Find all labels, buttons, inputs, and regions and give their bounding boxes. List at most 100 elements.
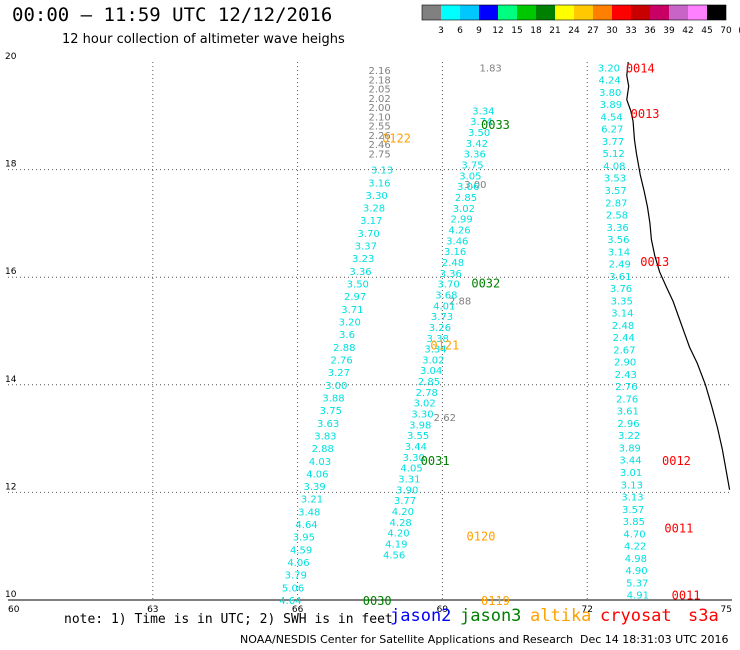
y-tick-label: 10	[5, 590, 17, 600]
track-value: 4.06	[306, 469, 328, 480]
track-value: 2.85	[418, 377, 440, 388]
track-value: 3.36	[607, 223, 629, 234]
pass-label: 0013	[640, 255, 669, 269]
track-value: 4.22	[624, 542, 646, 553]
track-value: 3.74	[470, 117, 492, 128]
track-value: 3.70	[357, 229, 379, 240]
track-value: 4.91	[627, 591, 649, 602]
x-tick-label: 69	[437, 605, 449, 615]
track-value: 2.88	[449, 297, 471, 308]
track-value: 3.13	[621, 480, 643, 491]
x-tick-label: 60	[8, 605, 20, 615]
track-value: 2.48	[612, 321, 634, 332]
colorbar-swatch	[650, 5, 669, 20]
coastline-india	[626, 61, 731, 490]
track-value: 3.46	[446, 236, 468, 247]
track-value: 3.13	[371, 166, 393, 177]
track-value: 4.56	[383, 550, 405, 561]
track-value: 2.46	[369, 140, 391, 151]
track-value: 3.00	[464, 180, 486, 191]
track-value: 3.77	[602, 137, 624, 148]
track-value: 2.55	[369, 122, 391, 133]
note: note: 1) Time is in UTC; 2) SWH is in fe…	[64, 612, 393, 627]
track-value: 3.02	[422, 355, 444, 366]
track-value: 3.56	[607, 235, 629, 246]
track-value: 3.61	[609, 272, 631, 283]
track-value: 4.06	[287, 558, 309, 569]
track-value: 2.99	[451, 215, 473, 226]
colorbar-swatch	[460, 5, 479, 20]
legend-altika: altika	[530, 606, 592, 626]
pass-label: 0011	[664, 521, 693, 535]
track-value: 3.16	[444, 247, 466, 258]
track-value: 4.90	[625, 566, 647, 577]
colorbar-swatch	[631, 5, 650, 20]
pass-label: 0033	[481, 118, 510, 132]
track-value: 3.50	[468, 128, 490, 139]
colorbar-swatch	[441, 5, 460, 20]
track-value: 1.83	[480, 63, 502, 74]
track-value: 3.35	[611, 296, 633, 307]
track-value: 3.77	[394, 496, 416, 507]
pass-label: 0030	[363, 594, 392, 608]
colorbar-label: 27	[587, 26, 598, 36]
track-value: 3.90	[396, 485, 418, 496]
track-value: 2.10	[369, 112, 391, 123]
colorbar-swatch	[688, 5, 707, 20]
chart-title: 00:00 – 11:59 UTC 12/12/2016	[12, 4, 333, 26]
track-value: 3.34	[424, 345, 446, 356]
track-value: 2.97	[344, 292, 366, 303]
colorbar-label: 30	[606, 26, 618, 36]
track-value: 3.17	[360, 216, 382, 227]
pass-label: 0119	[481, 594, 510, 608]
colorbar-label: 42	[682, 26, 693, 36]
track-value: 2.78	[416, 388, 438, 399]
track-value: 3.38	[427, 334, 449, 345]
track-value: 3.95	[293, 533, 315, 544]
track-value: 3.34	[472, 106, 494, 117]
track-value: 4.20	[387, 529, 409, 540]
track-value: 3.27	[328, 368, 350, 379]
track-value: 2.75	[369, 149, 391, 160]
track-value: 3.36	[464, 150, 486, 161]
legend-jason3: jason3	[460, 606, 522, 626]
legend-jason2: jason2	[390, 606, 452, 626]
y-tick-label: 14	[5, 375, 17, 385]
track-value: 3.13	[621, 493, 643, 504]
track-value: 4.01	[433, 301, 455, 312]
track-value: 3.37	[355, 242, 377, 253]
track-value: 3.63	[317, 419, 339, 430]
track-value: 5.12	[603, 149, 625, 160]
track-value: 3.57	[605, 186, 627, 197]
track-value: 2.58	[606, 211, 628, 222]
colorbar-swatch	[422, 5, 441, 20]
track-value: 4.24	[598, 76, 620, 87]
track-value: 4.03	[309, 457, 331, 468]
x-tick-label: 75	[721, 605, 732, 615]
track-value: 3.6	[339, 330, 355, 341]
colorbar-label: 24	[568, 26, 580, 36]
track-value: 3.00	[325, 381, 347, 392]
track-value: 2.16	[369, 66, 391, 77]
track-value: 2.49	[609, 260, 631, 271]
track-value: 4.05	[400, 464, 422, 475]
track-value: 3.14	[608, 247, 630, 258]
colorbar-label: 70	[720, 26, 732, 36]
pass-label: 0121	[430, 338, 459, 352]
y-tick-label: 18	[5, 160, 17, 170]
track-value: 2.26	[369, 131, 391, 142]
pass-label: 0013	[631, 107, 660, 121]
track-value: 3.71	[341, 305, 363, 316]
track-value: 3.68	[435, 290, 457, 301]
track-value: 3.04	[420, 366, 442, 377]
colorbar-swatch	[593, 5, 612, 20]
track-value: 3.53	[604, 174, 626, 185]
track-value: 3.48	[298, 507, 320, 518]
colorbar-swatch	[517, 5, 536, 20]
track-value: 3.85	[623, 517, 645, 528]
track-value: 2.00	[369, 103, 391, 114]
track-value: 3.28	[363, 204, 385, 215]
track-value: 3.21	[301, 495, 323, 506]
x-tick-label: 72	[581, 605, 592, 615]
y-tick-label: 20	[5, 52, 17, 62]
